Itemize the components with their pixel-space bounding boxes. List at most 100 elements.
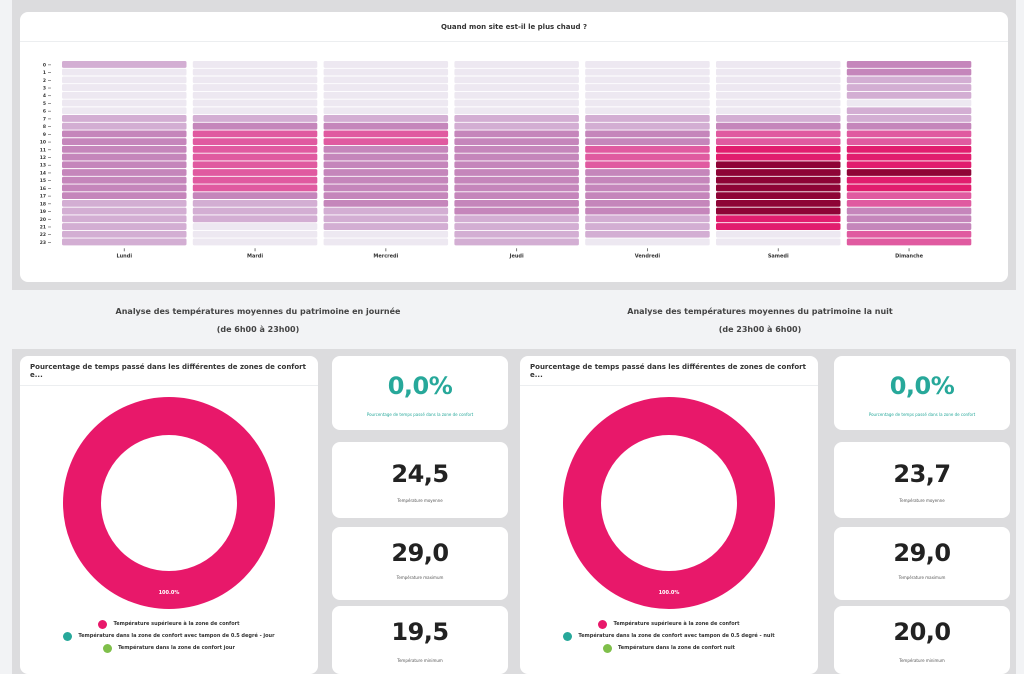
heatmap-cell[interactable]: [192, 192, 318, 200]
heatmap-cell[interactable]: [62, 169, 187, 176]
heatmap-cell[interactable]: [585, 176, 710, 184]
heatmap-cell[interactable]: [846, 122, 972, 130]
heatmap-cell[interactable]: [192, 153, 318, 161]
heatmap-cell[interactable]: [846, 161, 972, 169]
heatmap-cell[interactable]: [585, 199, 710, 207]
heatmap-cell[interactable]: [192, 215, 318, 223]
heatmap-cell[interactable]: [192, 99, 318, 107]
heatmap-cell[interactable]: [846, 215, 972, 223]
heatmap-cell[interactable]: [585, 115, 710, 122]
heatmap-cell[interactable]: [585, 215, 710, 223]
heatmap-cell[interactable]: [192, 138, 318, 146]
heatmap-cell[interactable]: [323, 84, 449, 91]
heatmap-cell[interactable]: [454, 223, 579, 230]
heatmap-cell[interactable]: [846, 192, 972, 200]
heatmap-cell[interactable]: [454, 130, 579, 138]
heatmap-cell[interactable]: [585, 161, 710, 169]
heatmap-cell[interactable]: [192, 115, 318, 122]
heatmap-cell[interactable]: [323, 76, 449, 84]
heatmap-cell[interactable]: [585, 84, 710, 91]
heatmap-cell[interactable]: [454, 169, 579, 176]
heatmap-cell[interactable]: [323, 176, 449, 184]
heatmap-cell[interactable]: [585, 99, 710, 107]
heatmap-cell[interactable]: [846, 238, 972, 246]
heatmap-cell[interactable]: [454, 99, 579, 107]
heatmap-cell[interactable]: [62, 91, 187, 99]
heatmap-cell[interactable]: [62, 161, 187, 169]
heatmap-cell[interactable]: [62, 184, 187, 192]
heatmap-cell[interactable]: [846, 130, 972, 138]
heatmap-cell[interactable]: [323, 138, 449, 146]
heatmap-cell[interactable]: [846, 153, 972, 161]
heatmap-cell[interactable]: [585, 207, 710, 215]
heatmap-cell[interactable]: [846, 115, 972, 122]
heatmap-cell[interactable]: [716, 138, 841, 146]
legend-item[interactable]: Température dans la zone de confort avec…: [520, 630, 818, 642]
heatmap-cell[interactable]: [62, 68, 187, 76]
heatmap-cell[interactable]: [192, 207, 318, 215]
heatmap-cell[interactable]: [454, 192, 579, 200]
heatmap-cell[interactable]: [454, 84, 579, 91]
heatmap-cell[interactable]: [454, 207, 579, 215]
heatmap-cell[interactable]: [192, 61, 318, 68]
heatmap-cell[interactable]: [192, 223, 318, 230]
heatmap-cell[interactable]: [846, 169, 972, 176]
heatmap-cell[interactable]: [454, 145, 579, 153]
heatmap-cell[interactable]: [585, 145, 710, 153]
heatmap-cell[interactable]: [192, 184, 318, 192]
heatmap-cell[interactable]: [716, 145, 841, 153]
heatmap-cell[interactable]: [62, 107, 187, 115]
heatmap-cell[interactable]: [454, 176, 579, 184]
heatmap-cell[interactable]: [454, 161, 579, 169]
heatmap-cell[interactable]: [585, 61, 710, 68]
heatmap-cell[interactable]: [846, 107, 972, 115]
legend-item[interactable]: Température dans la zone de confort nuit: [520, 642, 818, 654]
heatmap-cell[interactable]: [192, 169, 318, 176]
heatmap-cell[interactable]: [846, 84, 972, 91]
heatmap-cell[interactable]: [585, 122, 710, 130]
heatmap-cell[interactable]: [585, 107, 710, 115]
heatmap-cell[interactable]: [454, 61, 579, 68]
heatmap-cell[interactable]: [62, 207, 187, 215]
heatmap-cell[interactable]: [454, 91, 579, 99]
legend-item[interactable]: Température dans la zone de confort avec…: [20, 630, 318, 642]
heatmap-cell[interactable]: [716, 223, 841, 230]
heatmap-cell[interactable]: [192, 130, 318, 138]
heatmap-cell[interactable]: [454, 76, 579, 84]
heatmap-cell[interactable]: [192, 176, 318, 184]
heatmap-cell[interactable]: [62, 230, 187, 238]
heatmap-cell[interactable]: [62, 76, 187, 84]
heatmap-cell[interactable]: [846, 99, 972, 107]
heatmap-cell[interactable]: [454, 68, 579, 76]
heatmap-cell[interactable]: [585, 192, 710, 200]
heatmap-cell[interactable]: [846, 176, 972, 184]
heatmap-cell[interactable]: [454, 215, 579, 223]
heatmap-cell[interactable]: [323, 153, 449, 161]
heatmap-cell[interactable]: [716, 61, 841, 68]
heatmap-cell[interactable]: [454, 122, 579, 130]
heatmap-cell[interactable]: [846, 138, 972, 146]
heatmap-cell[interactable]: [323, 199, 449, 207]
heatmap-cell[interactable]: [454, 184, 579, 192]
heatmap-cell[interactable]: [323, 238, 449, 246]
heatmap-cell[interactable]: [716, 91, 841, 99]
heatmap-cell[interactable]: [846, 184, 972, 192]
heatmap-cell[interactable]: [323, 122, 449, 130]
heatmap-cell[interactable]: [192, 68, 318, 76]
heatmap-cell[interactable]: [846, 76, 972, 84]
heatmap-cell[interactable]: [846, 199, 972, 207]
legend-item[interactable]: Température dans la zone de confort jour: [20, 642, 318, 654]
heatmap-cell[interactable]: [716, 76, 841, 84]
heatmap-cell[interactable]: [62, 176, 187, 184]
heatmap-cell[interactable]: [846, 230, 972, 238]
heatmap-cell[interactable]: [62, 153, 187, 161]
heatmap-cell[interactable]: [192, 91, 318, 99]
heatmap-cell[interactable]: [323, 230, 449, 238]
day-donut-slice-above-comfort[interactable]: [63, 397, 275, 609]
heatmap-cell[interactable]: [62, 99, 187, 107]
heatmap-cell[interactable]: [585, 76, 710, 84]
heatmap-cell[interactable]: [62, 223, 187, 230]
heatmap-cell[interactable]: [62, 61, 187, 68]
heatmap-cell[interactable]: [846, 145, 972, 153]
night-donut-slice-above-comfort[interactable]: [563, 397, 775, 609]
